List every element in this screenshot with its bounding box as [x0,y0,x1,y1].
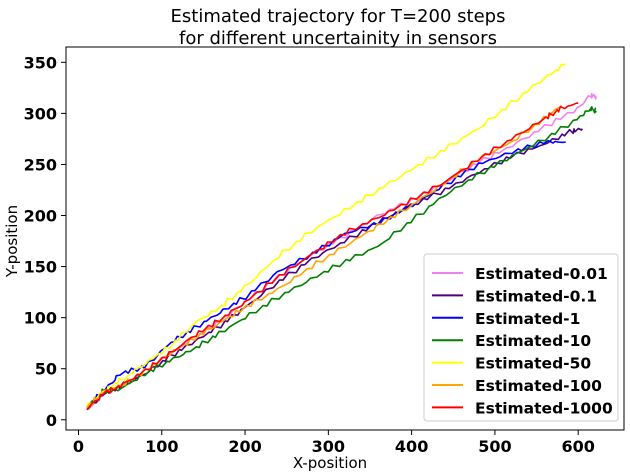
plot-frame [65,46,625,431]
x-axis-ticks: 0 100 200 300 400 500 600 [73,430,595,456]
x-tick-label: 200 [228,437,261,456]
series-line [86,63,566,408]
legend-label: Estimated-10 [475,332,591,350]
legend-label: Estimated-50 [475,355,591,373]
x-axis-label: X-position [293,454,367,472]
series-line [86,102,579,411]
legend: Estimated-0.01 Estimated-0.1 Estimated-1 Es… [423,253,619,422]
x-tick-label: 600 [561,437,594,456]
y-tick-label: 300 [24,104,57,123]
y-axis-label: Y-position [3,205,21,278]
y-tick-label: 200 [24,207,57,226]
y-tick-label: 350 [24,53,57,72]
x-tick-label: 400 [395,437,428,456]
plot-lines [86,63,598,411]
y-tick-label: 250 [24,155,57,174]
x-tick-label: 300 [312,437,345,456]
legend-label: Estimated-1 [475,310,580,328]
x-tick-label: 0 [73,437,84,456]
legend-label: Estimated-100 [475,377,602,395]
legend-box [423,253,619,422]
chart-title-line2: for different uncertainity in sensors [179,28,497,49]
y-tick-label: 150 [24,258,57,277]
legend-label: Estimated-0.1 [475,287,597,305]
y-tick-label: 100 [24,309,57,328]
x-tick-label: 100 [145,437,178,456]
y-tick-label: 0 [46,411,57,430]
y-tick-label: 50 [35,360,57,379]
legend-entries: Estimated-0.01 Estimated-0.1 Estimated-1 Es… [432,265,613,417]
y-axis-ticks: 0 50 100 150 200 250 300 350 [24,53,66,430]
x-tick-label: 500 [478,437,511,456]
legend-label: Estimated-0.01 [475,265,608,283]
chart-title-line1: Estimated trajectory for T=200 steps [171,6,506,27]
legend-label: Estimated-1000 [475,399,613,417]
